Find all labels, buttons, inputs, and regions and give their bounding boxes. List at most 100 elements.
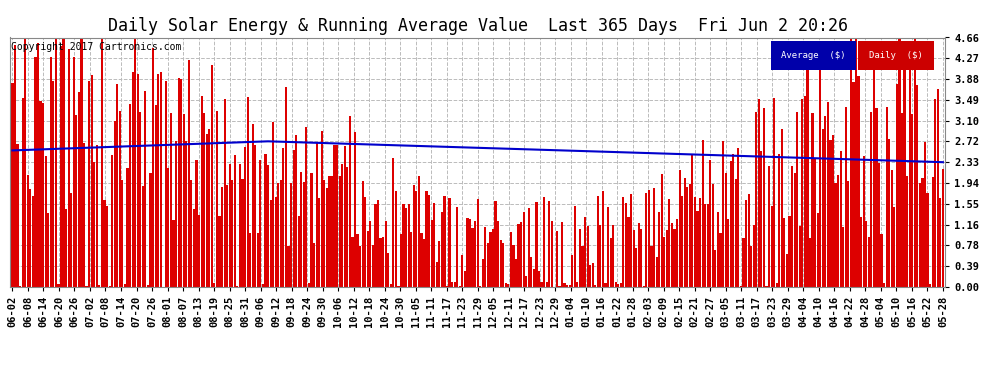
Bar — [681, 196, 683, 287]
Bar — [763, 108, 765, 287]
Bar — [658, 212, 660, 287]
Bar — [617, 284, 620, 287]
Bar — [799, 225, 801, 287]
Bar — [351, 237, 353, 287]
Bar — [282, 148, 284, 287]
Bar — [198, 215, 200, 287]
Bar — [804, 96, 806, 287]
Bar — [93, 162, 95, 287]
Bar — [673, 229, 675, 287]
Bar — [745, 201, 747, 287]
Bar — [870, 112, 872, 287]
Bar — [842, 227, 844, 287]
Bar — [770, 206, 773, 287]
Bar — [489, 232, 492, 287]
Bar — [436, 262, 438, 287]
Bar — [865, 220, 867, 287]
Bar — [781, 129, 783, 287]
Bar — [518, 224, 520, 287]
Bar — [505, 283, 507, 287]
Bar — [738, 148, 740, 287]
Bar — [157, 74, 159, 287]
Bar — [875, 108, 877, 287]
Bar — [891, 170, 893, 287]
Bar — [641, 229, 643, 287]
Bar — [431, 220, 433, 287]
Bar — [188, 60, 190, 287]
Bar — [929, 284, 932, 287]
Bar — [678, 170, 681, 287]
Bar — [773, 98, 775, 287]
Bar — [22, 98, 24, 287]
Bar — [24, 35, 27, 287]
Bar — [937, 89, 939, 287]
Bar — [96, 146, 98, 287]
Bar — [760, 151, 762, 287]
Bar — [717, 212, 719, 287]
Bar — [75, 114, 77, 287]
Bar — [893, 207, 895, 287]
Bar — [691, 154, 693, 287]
Bar — [525, 276, 528, 287]
Bar — [45, 156, 47, 287]
Bar — [415, 191, 418, 287]
Bar — [32, 196, 34, 287]
FancyBboxPatch shape — [771, 41, 855, 70]
Bar — [140, 112, 142, 287]
Bar — [563, 283, 565, 287]
Bar — [446, 286, 448, 287]
Bar — [548, 201, 550, 287]
Bar — [783, 218, 785, 287]
Bar — [57, 284, 59, 287]
Bar — [765, 286, 767, 287]
Bar — [114, 121, 116, 287]
Bar — [461, 255, 463, 287]
Bar — [190, 180, 192, 287]
Bar — [605, 283, 607, 287]
Bar — [456, 207, 458, 287]
Text: Daily  ($): Daily ($) — [869, 51, 923, 60]
Bar — [453, 282, 455, 287]
Bar — [421, 232, 423, 287]
Bar — [638, 223, 640, 287]
Bar — [127, 168, 129, 287]
Bar — [581, 246, 583, 287]
Bar — [469, 219, 471, 287]
Bar — [336, 146, 339, 287]
Bar — [251, 124, 253, 287]
Bar — [62, 35, 64, 287]
Bar — [377, 200, 379, 287]
Bar — [827, 102, 829, 287]
Bar — [221, 187, 223, 287]
Bar — [262, 284, 264, 287]
Bar — [643, 286, 644, 287]
Bar — [458, 286, 461, 287]
Bar — [164, 81, 167, 287]
Bar — [305, 127, 308, 287]
Bar — [274, 196, 277, 287]
Text: Copyright 2017 Cartronics.com: Copyright 2017 Cartronics.com — [11, 42, 181, 52]
Bar — [316, 143, 318, 287]
Bar — [852, 82, 854, 287]
Bar — [940, 198, 941, 287]
Bar — [366, 231, 369, 287]
Bar — [247, 98, 248, 287]
Bar — [922, 178, 924, 287]
Bar — [48, 213, 50, 287]
Bar — [298, 216, 300, 287]
Bar — [574, 206, 576, 287]
Bar — [623, 197, 625, 287]
Bar — [612, 225, 614, 287]
Bar — [750, 246, 752, 287]
Bar — [147, 285, 149, 287]
Bar — [441, 212, 443, 287]
Bar — [80, 35, 82, 287]
Bar — [206, 134, 208, 287]
Bar — [901, 112, 903, 287]
Bar — [308, 283, 310, 287]
Text: Average  ($): Average ($) — [781, 51, 845, 60]
Bar — [428, 195, 431, 287]
Bar — [610, 238, 612, 287]
Bar — [704, 204, 706, 287]
Bar — [239, 164, 241, 287]
